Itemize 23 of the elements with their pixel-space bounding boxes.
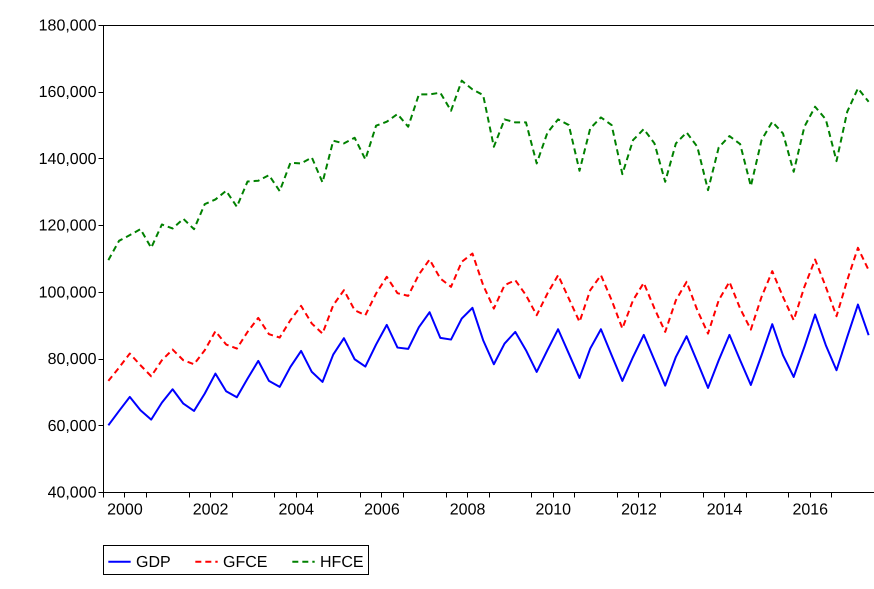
x-tick-label: 2008 bbox=[450, 502, 486, 518]
legend-label: GDP bbox=[136, 554, 171, 571]
line-series bbox=[107, 246, 870, 382]
y-tick-label: 120,000 bbox=[38, 218, 97, 235]
x-tick-label: 2010 bbox=[535, 502, 572, 518]
y-tick-label: 80,000 bbox=[48, 351, 97, 368]
y-tick-label: 180,000 bbox=[38, 18, 97, 34]
x-tick-label: 2006 bbox=[364, 502, 400, 518]
y-tick-label: 140,000 bbox=[38, 150, 97, 168]
y-tick-label: 160,000 bbox=[38, 84, 97, 102]
y-tick-label: 40,000 bbox=[48, 484, 97, 502]
y-tick-label: 60,000 bbox=[48, 418, 97, 435]
x-tick-label: 2016 bbox=[792, 502, 828, 518]
x-tick-label: 2014 bbox=[706, 502, 742, 518]
y-tick-label: 100,000 bbox=[38, 284, 97, 302]
line-series bbox=[107, 304, 870, 426]
legend-label: HFCE bbox=[320, 554, 364, 571]
x-tick-label: 2004 bbox=[278, 502, 314, 518]
legend-label: GFCE bbox=[223, 554, 268, 571]
line-series bbox=[107, 80, 870, 262]
x-tick-label: 2012 bbox=[621, 502, 657, 518]
x-tick-label: 2000 bbox=[107, 502, 143, 518]
x-tick-label: 2002 bbox=[192, 502, 228, 518]
